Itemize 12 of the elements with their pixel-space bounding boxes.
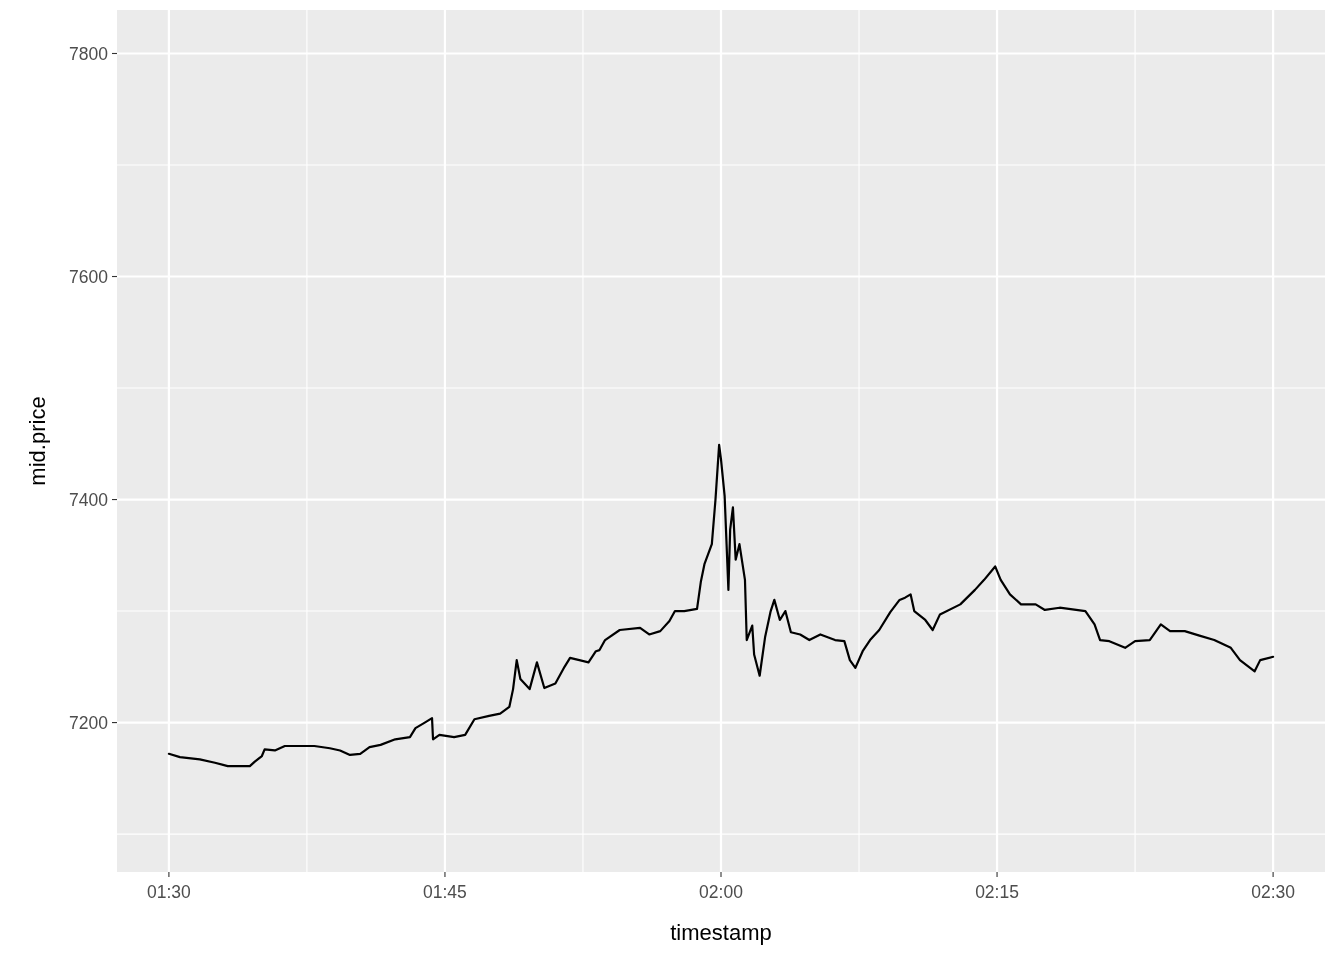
x-tick-label: 02:30 — [1251, 882, 1296, 902]
x-axis-title: timestamp — [670, 920, 772, 945]
y-tick-label: 7400 — [69, 489, 109, 510]
y-axis-title: mid.price — [25, 396, 50, 486]
y-tick-label: 7200 — [69, 712, 109, 733]
y-tick-label: 7800 — [69, 43, 109, 64]
x-tick-label: 01:45 — [423, 882, 467, 902]
x-tick-label: 01:30 — [147, 882, 192, 902]
x-tick-label: 02:15 — [975, 882, 1019, 902]
y-tick-label: 7600 — [69, 266, 109, 287]
line-series — [167, 443, 1275, 768]
x-tick-label: 02:00 — [699, 882, 744, 902]
